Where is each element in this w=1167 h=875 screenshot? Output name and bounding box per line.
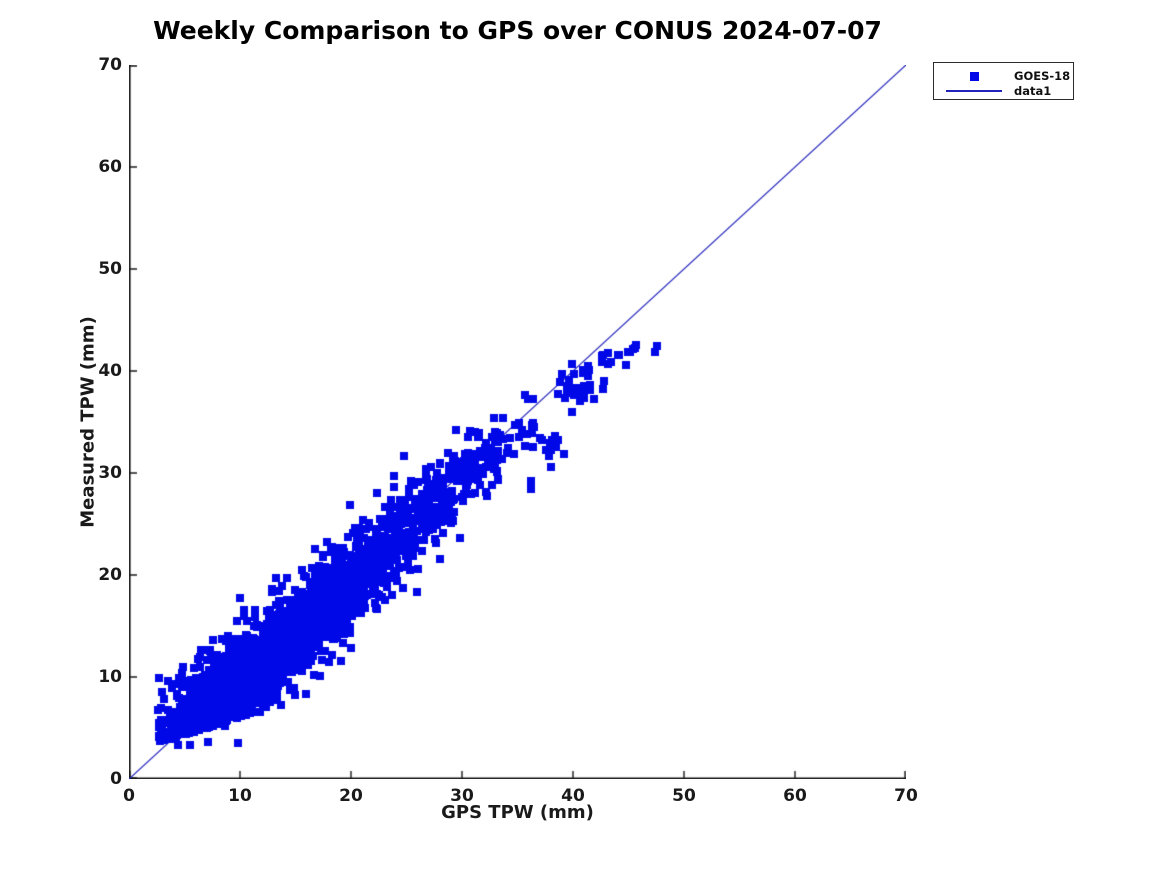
y-tick-label: 20	[98, 565, 122, 585]
legend-label-goes18: GOES-18	[1014, 69, 1071, 83]
x-tick-label: 20	[339, 786, 363, 806]
x-tick-label: 50	[672, 786, 696, 806]
x-tick-label: 0	[123, 786, 135, 806]
y-tick-label: 40	[98, 361, 122, 381]
legend-swatch-area	[934, 71, 1006, 81]
plot-area-canvas	[129, 65, 906, 779]
y-tick-label: 30	[98, 463, 122, 483]
legend-row-data1: data1	[934, 83, 1073, 99]
y-tick-label: 0	[110, 769, 122, 789]
y-tick-label: 10	[98, 667, 122, 687]
y-axis-label: Measured TPW (mm)	[77, 316, 99, 528]
legend-square-marker-icon	[969, 71, 979, 81]
y-tick-label: 50	[98, 259, 122, 279]
legend-label-data1: data1	[1014, 84, 1052, 98]
legend-line-marker-icon	[946, 90, 1002, 92]
legend: GOES-18 data1	[933, 62, 1074, 100]
x-tick-label: 70	[894, 786, 918, 806]
y-tick-label: 70	[98, 55, 122, 75]
legend-swatch-area	[934, 90, 1006, 92]
x-tick-label: 40	[561, 786, 585, 806]
legend-row-goes18: GOES-18	[934, 68, 1073, 84]
x-axis-label: GPS TPW (mm)	[441, 802, 594, 823]
x-tick-label: 10	[228, 786, 252, 806]
y-tick-label: 60	[98, 157, 122, 177]
x-tick-label: 60	[783, 786, 807, 806]
chart-title: Weekly Comparison to GPS over CONUS 2024…	[153, 16, 882, 45]
x-tick-label: 30	[450, 786, 474, 806]
